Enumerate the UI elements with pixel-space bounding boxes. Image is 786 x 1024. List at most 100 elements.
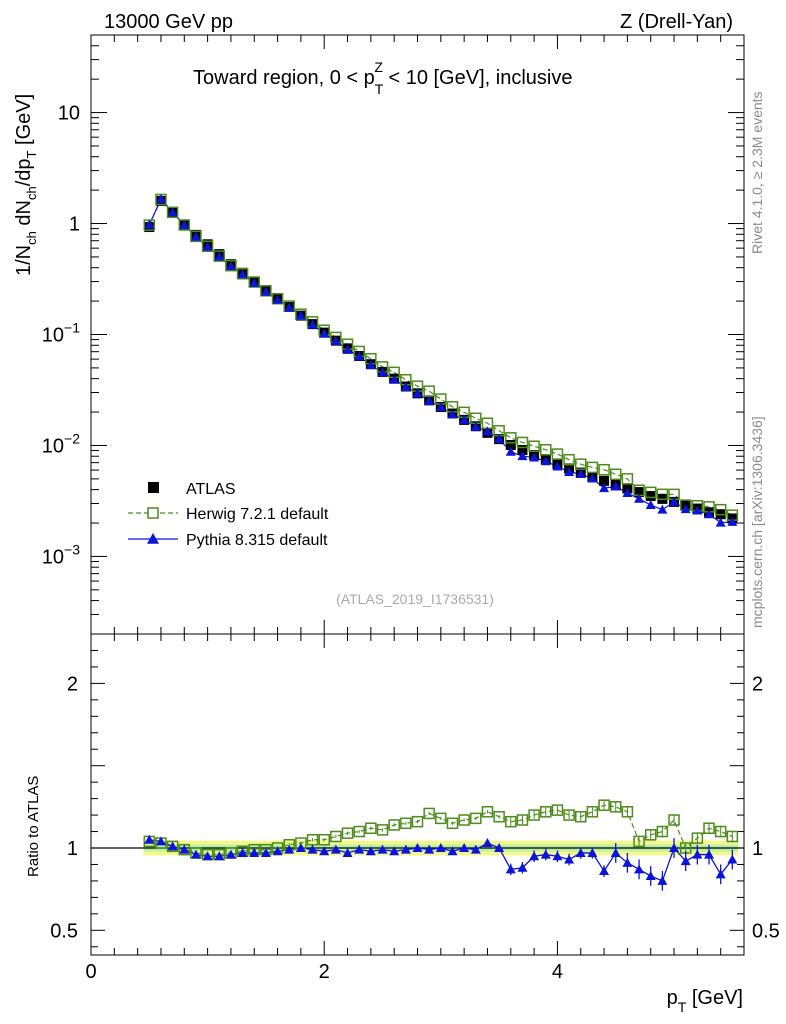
herwig-ratio-point bbox=[516, 814, 529, 826]
herwig-ratio-point bbox=[365, 822, 377, 834]
pythia-point bbox=[190, 231, 201, 241]
pythia-ratio-point bbox=[365, 846, 376, 856]
herwig-point bbox=[714, 503, 727, 516]
legend-label: Pythia 8.315 default bbox=[186, 532, 328, 549]
pythia-point bbox=[447, 409, 458, 419]
pythia-ratio-point bbox=[447, 846, 458, 856]
pythia-point bbox=[307, 319, 318, 329]
pythia-ratio-point bbox=[459, 843, 470, 852]
series-layer bbox=[143, 193, 739, 891]
ratio-tick-label-right: 1 bbox=[752, 838, 763, 860]
atlas-point bbox=[505, 439, 516, 450]
pythia-point bbox=[319, 328, 330, 338]
pythia-point bbox=[330, 336, 341, 346]
x-tick-label: 0 bbox=[85, 961, 96, 983]
herwig-ratio-point bbox=[435, 812, 447, 825]
pythia-ratio-point bbox=[505, 864, 516, 874]
pythia-point bbox=[459, 414, 470, 424]
pythia-ratio-point bbox=[155, 836, 166, 846]
herwig-ratio-point bbox=[341, 827, 354, 839]
pythia-ratio-point bbox=[237, 847, 248, 857]
pythia-ratio-point bbox=[669, 843, 680, 852]
herwig-ratio-point bbox=[551, 804, 564, 816]
ratio-tick-label: 1 bbox=[67, 838, 78, 860]
herwig-ratio-point bbox=[493, 810, 505, 823]
x-tick-label: 4 bbox=[552, 961, 563, 983]
herwig-point bbox=[551, 448, 564, 460]
herwig-ratio-point bbox=[411, 815, 424, 828]
pythia-point bbox=[715, 517, 726, 527]
pythia-point bbox=[412, 388, 423, 398]
pythia-ratio-point bbox=[307, 844, 318, 854]
herwig-ratio-point bbox=[703, 822, 715, 834]
pythia-ratio-point bbox=[144, 834, 155, 844]
herwig-ratio-point bbox=[691, 832, 704, 844]
pythia-point bbox=[540, 456, 551, 466]
herwig-point bbox=[190, 230, 202, 243]
header-right: Z (Drell-Yan) bbox=[620, 11, 733, 33]
herwig-ratio-point bbox=[644, 829, 657, 841]
y-tick-label: 10−3 bbox=[42, 541, 80, 568]
herwig-point bbox=[271, 292, 284, 305]
herwig-point bbox=[225, 259, 237, 272]
herwig-ratio-point bbox=[621, 806, 634, 818]
pythia-point bbox=[680, 504, 691, 514]
pythia-ratio-point bbox=[342, 847, 353, 857]
pythia-ratio-point bbox=[167, 841, 178, 851]
herwig-point bbox=[213, 250, 226, 262]
pythia-ratio-point bbox=[680, 856, 691, 866]
pythia-ratio-point bbox=[645, 870, 656, 880]
herwig-ratio-point bbox=[481, 806, 494, 818]
pythia-ratio-point bbox=[715, 869, 726, 879]
pythia-point bbox=[214, 251, 225, 261]
pythia-line-main bbox=[148, 197, 733, 524]
herwig-line-ratio bbox=[149, 804, 733, 856]
pythia-ratio-point bbox=[377, 844, 388, 854]
herwig-ratio-point bbox=[586, 806, 599, 818]
pythia-point bbox=[424, 395, 435, 405]
herwig-ratio-point bbox=[505, 815, 517, 828]
pythia-ratio-point bbox=[214, 851, 225, 861]
herwig-ratio-point bbox=[423, 807, 435, 820]
pythia-point bbox=[179, 219, 190, 229]
pythia-ratio-point bbox=[260, 847, 271, 857]
herwig-ratio-point bbox=[446, 817, 459, 830]
herwig-point bbox=[528, 440, 540, 452]
plot-title: Toward region, 0 < pTZ < 10 [GeV], inclu… bbox=[193, 59, 572, 97]
herwig-ratio-point bbox=[388, 819, 400, 831]
herwig-ratio-point bbox=[668, 814, 680, 826]
pythia-ratio-point bbox=[575, 847, 586, 857]
pythia-point bbox=[470, 421, 481, 431]
pythia-point bbox=[295, 310, 306, 320]
pythia-point bbox=[622, 487, 633, 497]
ratio-frame bbox=[90, 633, 745, 956]
pythia-ratio-point bbox=[295, 843, 306, 852]
herwig-point bbox=[201, 240, 214, 253]
ratio-tick-label-right: 2 bbox=[752, 673, 763, 695]
ratio-y-label: Ratio to ATLAS bbox=[25, 776, 42, 877]
pythia-point bbox=[645, 500, 656, 510]
analysis-label: (ATLAS_2019_I1736531) bbox=[336, 591, 494, 607]
herwig-ratio-point bbox=[528, 809, 540, 821]
atlas-point bbox=[634, 487, 645, 498]
herwig-point bbox=[563, 453, 575, 466]
herwig-point bbox=[586, 461, 599, 474]
title-sub: T bbox=[375, 81, 384, 97]
pythia-point bbox=[377, 367, 388, 377]
herwig-point bbox=[260, 285, 272, 297]
pythia-ratio-point bbox=[389, 846, 400, 856]
title-sup: Z bbox=[374, 59, 383, 75]
pythia-ratio-point bbox=[284, 844, 295, 854]
legend-atlas-marker bbox=[148, 482, 159, 493]
pythia-point bbox=[587, 473, 598, 483]
pythia-ratio-point bbox=[540, 849, 551, 859]
pythia-point bbox=[167, 207, 178, 217]
pythia-ratio-point bbox=[727, 854, 738, 864]
pythia-point bbox=[575, 469, 586, 479]
atlas-point bbox=[517, 445, 528, 456]
pythia-ratio-point bbox=[622, 857, 633, 867]
title-main: Toward region, 0 < p bbox=[193, 67, 375, 89]
atlas-point bbox=[599, 475, 610, 486]
herwig-ratio-point bbox=[318, 834, 330, 846]
herwig-point bbox=[423, 385, 435, 397]
